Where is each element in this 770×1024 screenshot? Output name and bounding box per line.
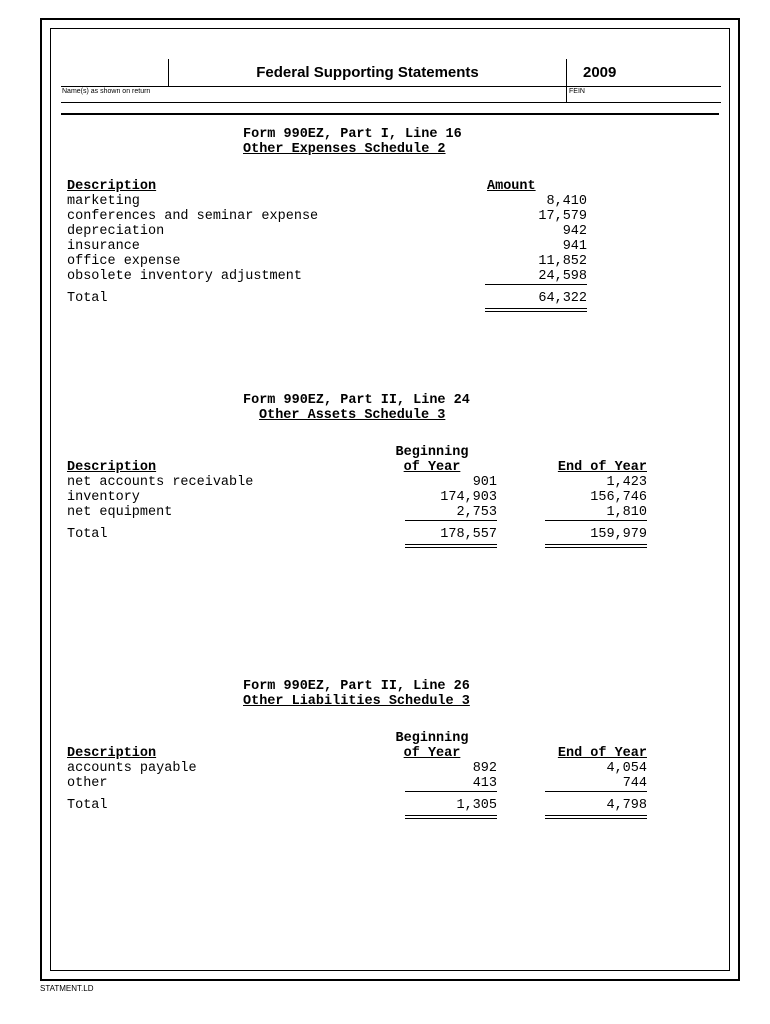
cell-boy: 413 [367,776,497,791]
cell-desc: net accounts receivable [67,475,367,490]
section1-title: Form 990EZ, Part I, Line 16 Other Expens… [243,127,713,157]
table-row: marketing 8,410 [67,194,713,209]
header: Federal Supporting Statements 2009 Name(… [61,59,719,103]
cell-amt: 941 [447,239,587,254]
cell-eoy: 1,810 [497,505,647,520]
cell-desc: office expense [67,254,367,269]
cell-amt: 8,410 [447,194,587,209]
section2-header-row2: Description of Year End of Year [67,460,713,475]
page-border: Federal Supporting Statements 2009 Name(… [40,18,740,981]
cell-boy: 174,903 [367,490,497,505]
table-row: net accounts receivable 901 1,423 [67,475,713,490]
section2-line2: Other Assets Schedule 3 [259,408,445,423]
fein-label: FEIN [566,87,721,103]
section2-total-row: Total 178,557 159,979 [67,527,713,542]
table-row: accounts payable 892 4,054 [67,761,713,776]
content: Form 990EZ, Part I, Line 16 Other Expens… [67,121,713,819]
table-row: obsolete inventory adjustment 24,598 [67,269,713,284]
section1-header-row: Description Amount [67,179,713,194]
section3-header-row2: Description of Year End of Year [67,746,713,761]
cell-desc: conferences and seminar expense [67,209,367,224]
boy-header2: of Year [367,460,497,475]
total-label: Total [67,291,367,306]
table-row: office expense 11,852 [67,254,713,269]
table-row: depreciation 942 [67,224,713,239]
header-rule [61,113,719,115]
total-boy: 1,305 [367,798,497,813]
section1-line1: Form 990EZ, Part I, Line 16 [243,127,462,142]
cell-boy: 901 [367,475,497,490]
footer-label: STATMENT.LD [40,984,93,993]
boy-header1: Beginning [396,445,469,460]
section3-title: Form 990EZ, Part II, Line 26 Other Liabi… [243,679,713,709]
total-boy: 178,557 [367,527,497,542]
names-label: Name(s) as shown on return [61,87,566,103]
eoy-header: End of Year [497,460,647,475]
cell-eoy: 156,746 [497,490,647,505]
cell-desc: accounts payable [67,761,367,776]
cell-desc: net equipment [67,505,367,520]
table-row: inventory 174,903 156,746 [67,490,713,505]
header-left-blank [61,59,169,87]
section1-line2: Other Expenses Schedule 2 [243,142,446,157]
header-title: Federal Supporting Statements [169,59,566,87]
boy-header1: Beginning [396,731,469,746]
table-row: conferences and seminar expense 17,579 [67,209,713,224]
total-value: 64,322 [447,291,587,306]
table-row: insurance 941 [67,239,713,254]
boy-header2: of Year [367,746,497,761]
cell-desc: insurance [67,239,367,254]
cell-boy: 2,753 [367,505,497,520]
cell-desc: inventory [67,490,367,505]
total-label: Total [67,798,367,813]
table-row: net equipment 2,753 1,810 [67,505,713,520]
section3-desc-header: Description [67,746,367,761]
cell-amt: 24,598 [447,269,587,284]
total-eoy: 4,798 [497,798,647,813]
section3-line1: Form 990EZ, Part II, Line 26 [243,679,470,694]
section1-amt-header: Amount [447,179,587,194]
cell-desc: obsolete inventory adjustment [67,269,367,284]
cell-eoy: 1,423 [497,475,647,490]
section3-line2: Other Liabilities Schedule 3 [243,694,470,709]
section2-title: Form 990EZ, Part II, Line 24 Other Asset… [243,393,713,423]
cell-desc: other [67,776,367,791]
table-row: other 413 744 [67,776,713,791]
total-label: Total [67,527,367,542]
section3-header-row1: Beginning [67,731,713,746]
section3-total-row: Total 1,305 4,798 [67,798,713,813]
section2-header-row1: Beginning [67,445,713,460]
inner-border: Federal Supporting Statements 2009 Name(… [50,28,730,971]
section1-total-row: Total 64,322 [67,291,713,306]
cell-eoy: 744 [497,776,647,791]
total-eoy: 159,979 [497,527,647,542]
cell-boy: 892 [367,761,497,776]
header-year: 2009 [566,59,721,87]
cell-amt: 17,579 [447,209,587,224]
section2-line1: Form 990EZ, Part II, Line 24 [243,393,470,408]
cell-desc: marketing [67,194,367,209]
section1-desc-header: Description [67,179,367,194]
cell-amt: 942 [447,224,587,239]
eoy-header: End of Year [497,746,647,761]
cell-amt: 11,852 [447,254,587,269]
section2-desc-header: Description [67,460,367,475]
cell-eoy: 4,054 [497,761,647,776]
cell-desc: depreciation [67,224,367,239]
